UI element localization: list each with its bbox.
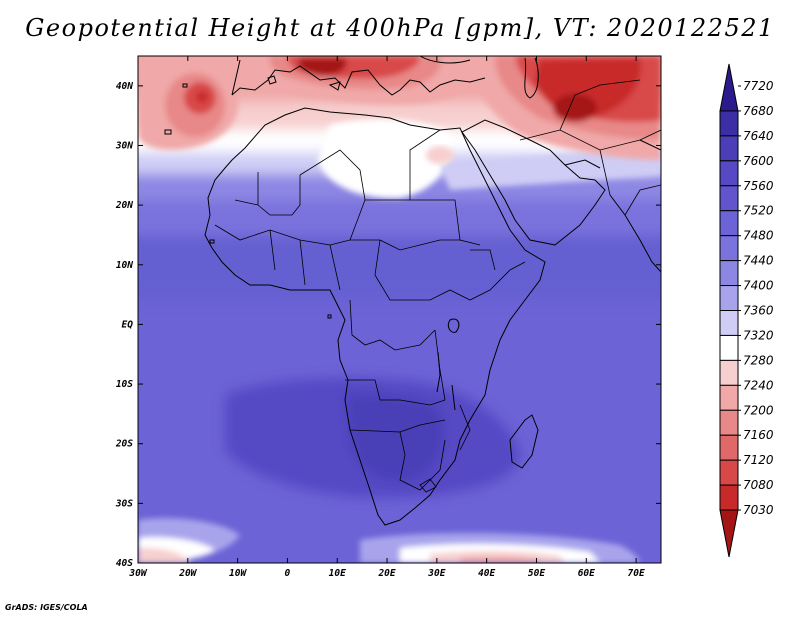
lat-label: 40S	[116, 558, 133, 569]
colorbar-label: 7160	[743, 428, 774, 442]
chart-title: Geopotential Height at 400hPa [gpm], VT:…	[25, 14, 775, 42]
colorbar-bottom-arrow	[719, 509, 739, 558]
lat-label: 10S	[116, 379, 133, 390]
lon-label: 40E	[478, 568, 495, 579]
colorbar-label: 7480	[743, 229, 774, 243]
lon-label: 10E	[329, 568, 346, 579]
colorbar-swatch	[719, 384, 739, 411]
colorbar-label: 7200	[743, 403, 774, 417]
lon-label: 30E	[427, 568, 445, 579]
grads-credit: GrADS: IGES/COLA	[5, 603, 88, 612]
plot-frame	[137, 55, 662, 564]
colorbar-label: 7640	[743, 129, 774, 143]
colorbar-label: 7680	[743, 104, 774, 118]
latitude-axis: 40N 30N 20N 10N EQ 10S 20S 30S 40S	[115, 81, 661, 569]
colorbar-swatch	[719, 160, 739, 187]
lat-label: 10N	[116, 260, 133, 271]
colorbar-swatch	[719, 359, 739, 386]
colorbar-swatch	[719, 459, 739, 486]
colorbar-swatch	[719, 434, 739, 461]
colorbar-label: 7280	[743, 353, 774, 367]
colorbar-top-arrow	[719, 63, 739, 112]
colorbar-swatch	[719, 334, 739, 361]
lon-label: 0	[285, 568, 291, 579]
lon-label: 60E	[578, 568, 595, 579]
colorbar-swatch	[719, 285, 739, 311]
country-borders	[214, 79, 661, 493]
longitude-axis: 30W 20W 10W 0 10E 20E 30E 40E 50E 60E 70E	[128, 56, 645, 579]
colorbar: 7720 7680 7640 7600 7560 7520 7480 7440 7400 7360…	[719, 63, 774, 558]
colorbar-swatch	[719, 210, 739, 237]
atlantic-low	[138, 65, 239, 150]
colorbar-label: 7400	[743, 279, 774, 293]
colorbar-swatch	[719, 185, 739, 212]
lat-label: EQ	[122, 319, 134, 330]
europe-coast	[231, 65, 486, 96]
colorbar-label: 7600	[743, 154, 774, 168]
colorbar-swatch	[719, 135, 739, 162]
lakes	[436, 318, 460, 411]
height-field	[138, 56, 661, 563]
southern-high	[225, 378, 521, 499]
colorbar-swatch	[719, 110, 739, 137]
arabia-coast	[461, 119, 606, 246]
colorbar-swatch	[719, 235, 739, 262]
lat-label: 40N	[116, 81, 133, 92]
colorbar-label: 7560	[743, 179, 774, 193]
mideast-low	[470, 56, 661, 160]
sahara-high	[318, 119, 451, 199]
colorbar-label: 7520	[743, 204, 774, 218]
lat-label: 30N	[115, 140, 133, 151]
europe-low	[239, 56, 474, 105]
colorbar-label: 7120	[743, 453, 774, 467]
colorbar-label: 7720	[743, 79, 774, 93]
colorbar-label: 7030	[743, 503, 774, 517]
coastlines	[164, 56, 661, 526]
lon-label: 20E	[377, 568, 395, 579]
lon-label: 30W	[128, 568, 147, 579]
colorbar-label: 7320	[743, 328, 774, 342]
colorbar-label: 7240	[743, 378, 774, 392]
colorbar-swatch	[719, 260, 739, 287]
africa-coast	[204, 107, 546, 526]
lon-label: 20W	[178, 568, 197, 579]
lat-label: 20N	[115, 200, 133, 211]
colorbar-swatch	[719, 484, 739, 511]
southern-low	[138, 518, 640, 563]
colorbar-label: 7080	[743, 478, 774, 492]
lon-label: 70E	[628, 568, 645, 579]
lon-label: 50E	[528, 568, 545, 579]
lat-label: 20S	[115, 439, 133, 450]
colorbar-swatch	[719, 409, 739, 436]
lon-label: 10W	[229, 568, 247, 579]
colorbar-label: 7440	[743, 254, 774, 268]
colorbar-swatch	[719, 310, 739, 336]
lat-label: 30S	[115, 498, 133, 509]
madagascar	[509, 414, 539, 469]
colorbar-label: 7360	[743, 304, 774, 318]
